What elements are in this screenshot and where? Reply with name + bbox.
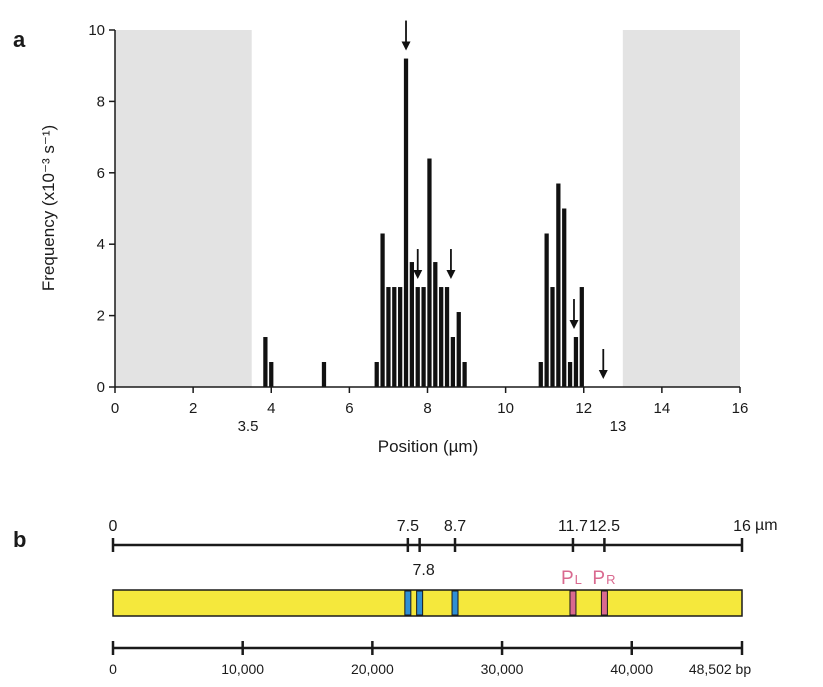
dna-molecule: [112, 589, 743, 617]
y-tick-label: 2: [97, 308, 105, 325]
bar: [544, 233, 549, 387]
bar: [550, 287, 555, 387]
bars: [263, 58, 584, 388]
y-tick-label: 8: [97, 93, 105, 110]
bar: [409, 262, 415, 387]
blue-site-mark: [404, 590, 412, 616]
x-tick-label: 16: [732, 400, 749, 417]
bar: [456, 312, 461, 387]
um-ruler-label: 0: [109, 518, 118, 535]
um-ruler-label: 11.7: [558, 518, 588, 535]
bp-ruler-label: 0: [109, 661, 117, 677]
bar: [374, 362, 379, 387]
bar: [263, 337, 268, 387]
bar: [398, 287, 403, 387]
peak-arrow: [413, 249, 423, 280]
bp-ruler: 0 10,000 20,000 30,000 40,000 48,502 bp: [109, 641, 751, 677]
bar: [538, 362, 543, 387]
bp-ruler-label: 20,000: [351, 661, 394, 677]
bar: [427, 158, 432, 387]
shaded-regions: [115, 30, 740, 387]
peak-arrow: [446, 249, 456, 280]
dna-bar: [112, 589, 743, 617]
arrows: [401, 20, 608, 379]
x-extra-label-3-5: 3.5: [238, 418, 259, 435]
um-ruler: 0 7.5 7.8 8.7 11.7 12.5 16: [109, 518, 751, 579]
bp-ruler-label: 10,000: [221, 661, 264, 677]
bar: [415, 287, 420, 387]
shaded-region-1: [622, 30, 740, 387]
y-ticks: 0 2 4 6 8 10: [88, 22, 115, 396]
x-ticks: 0 2 4 6 8 10 12 14 16: [111, 387, 749, 417]
x-tick-label: 0: [111, 400, 119, 417]
x-tick-label: 8: [423, 400, 431, 417]
y-tick-label: 6: [97, 165, 105, 182]
y-tick-label: 10: [88, 22, 105, 39]
bar: [567, 362, 573, 387]
pink-promoter-mark: [600, 590, 608, 616]
bar: [321, 362, 327, 387]
peak-arrow: [401, 20, 411, 51]
x-extra-label-13: 13: [610, 418, 627, 435]
x-tick-label: 4: [267, 400, 275, 417]
pink-promoter-mark: [569, 590, 577, 616]
panel-a-letter: a: [13, 27, 26, 52]
promoter-labels: PL PR: [561, 568, 616, 589]
bar: [579, 287, 584, 387]
x-tick-label: 10: [497, 400, 514, 417]
bar: [556, 183, 561, 387]
um-ruler-label: 7.5: [397, 518, 419, 535]
panel-b-letter: b: [13, 527, 26, 552]
bar: [380, 233, 385, 387]
bar: [444, 287, 450, 387]
peak-arrow: [598, 349, 608, 379]
bar: [421, 287, 426, 387]
bar: [562, 208, 567, 387]
y-tick-label: 0: [97, 379, 105, 396]
x-axis-title: Position (µm): [378, 437, 478, 456]
bar: [450, 337, 456, 387]
peak-arrow: [569, 299, 579, 330]
um-ruler-label: 8.7: [444, 518, 466, 535]
bp-ruler-label: 40,000: [610, 661, 653, 677]
bar: [269, 362, 274, 387]
bar: [433, 262, 438, 387]
bar: [462, 362, 467, 387]
x-tick-label: 6: [345, 400, 353, 417]
y-tick-label: 4: [97, 236, 105, 253]
bar: [403, 58, 409, 388]
shaded-region-0: [115, 30, 252, 387]
bp-ruler-label: 48,502 bp: [689, 661, 751, 677]
bar: [573, 337, 579, 387]
promoter-label: PL: [561, 568, 582, 589]
histogram-chart: 0 2 4 6 8 10 0 2 4 6 8 10 12 14 16 Position (µm) Freq…: [39, 20, 749, 456]
bar: [386, 287, 391, 387]
blue-site-mark: [451, 590, 459, 616]
bar: [392, 287, 397, 387]
bar: [439, 287, 444, 387]
um-ruler-label: 12.5: [589, 518, 620, 535]
um-unit-label: µm: [755, 517, 778, 534]
x-tick-label: 12: [575, 400, 592, 417]
promoter-label: PR: [592, 568, 615, 589]
x-tick-label: 2: [189, 400, 197, 417]
um-ruler-label: 16: [733, 518, 751, 535]
bp-ruler-label: 30,000: [481, 661, 524, 677]
um-ruler-label: 7.8: [413, 562, 435, 579]
dna-map: 0 7.5 7.8 8.7 11.7 12.5 16 µm PL PR 0 10,000 20,0…: [109, 517, 778, 677]
blue-site-mark: [416, 590, 424, 616]
x-tick-label: 14: [654, 400, 671, 417]
y-axis-title: Frequency (x10⁻³ s⁻¹): [39, 125, 58, 291]
